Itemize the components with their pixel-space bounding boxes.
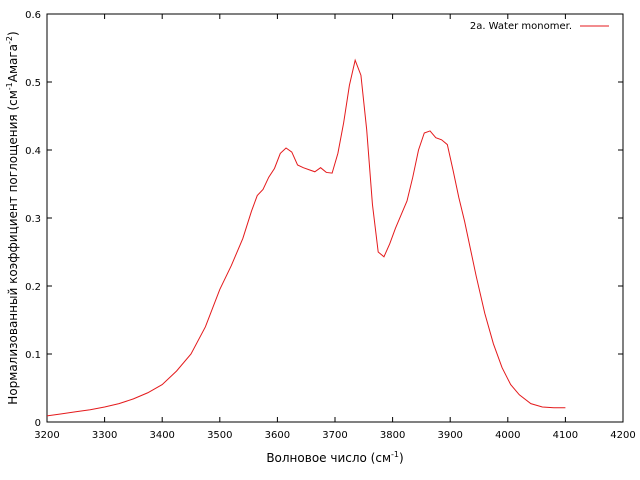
x-tick-label: 3500 (207, 430, 232, 441)
x-tick-label: 4200 (610, 430, 635, 441)
y-axis-ticks: 0 0.1 0.2 0.3 0.4 0.5 0.6 (25, 10, 623, 429)
x-tick-label: 3200 (34, 430, 59, 441)
y-tick-label: 0.6 (25, 10, 41, 21)
y-tick-label: 0.2 (25, 282, 41, 293)
x-tick-label: 3600 (265, 430, 290, 441)
x-tick-label: 3900 (437, 430, 462, 441)
x-tick-label: 4000 (495, 430, 520, 441)
x-tick-label: 3800 (380, 430, 405, 441)
legend-label: 2a. Water monomer. (470, 21, 572, 32)
x-tick-label: 4100 (553, 430, 578, 441)
y-tick-label: 0.5 (25, 78, 41, 89)
series-line-water-monomer (46, 58, 566, 417)
y-tick-label: 0.3 (25, 214, 41, 225)
y-tick-label: 0.1 (25, 350, 41, 361)
y-tick-label: 0.4 (25, 146, 41, 157)
y-tick-label: 0 (35, 418, 41, 429)
legend: 2a. Water monomer. (470, 21, 609, 32)
x-tick-label: 3400 (149, 430, 174, 441)
x-tick-label: 3700 (322, 430, 347, 441)
x-axis-ticks: 3200 3300 3400 3500 3600 3700 3800 3900 4000 4100… (34, 14, 636, 441)
plot-frame (46, 13, 624, 423)
x-axis-title: Волновое число (см-1) (266, 450, 403, 465)
y-axis-title: Нормализованный коэффициент поглощения (… (5, 31, 20, 404)
x-tick-label: 3300 (92, 430, 117, 441)
